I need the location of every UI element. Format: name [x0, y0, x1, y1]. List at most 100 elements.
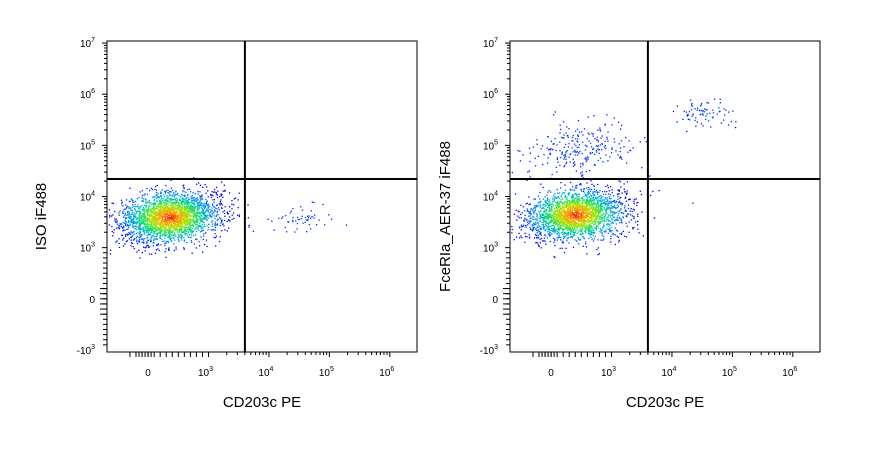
- event-dot: [315, 224, 318, 226]
- event-dot: [552, 230, 554, 232]
- event-dot: [214, 223, 217, 225]
- event-dot: [190, 240, 192, 242]
- event-dot: [524, 217, 526, 219]
- event-dot: [142, 238, 144, 240]
- event-dot: [161, 225, 163, 227]
- event-dot: [207, 190, 209, 192]
- event-dot: [192, 220, 194, 222]
- event-dot: [178, 224, 181, 226]
- event-dot: [174, 197, 176, 199]
- event-dot: [560, 226, 562, 229]
- event-dot: [165, 225, 167, 227]
- event-dot: [176, 211, 178, 213]
- event-dot: [558, 211, 560, 213]
- event-dot: [115, 241, 117, 243]
- event-dot: [180, 213, 182, 215]
- event-dot: [207, 207, 209, 209]
- event-dot: [590, 216, 592, 218]
- event-dot: [609, 207, 612, 209]
- event-dot: [165, 211, 167, 214]
- event-dot: [130, 239, 132, 241]
- event-dot: [169, 226, 172, 228]
- event-dot: [589, 219, 592, 221]
- event-dot: [172, 224, 174, 226]
- event-dot: [167, 219, 169, 221]
- event-dot: [132, 246, 134, 248]
- event-dot: [540, 210, 542, 212]
- event-dot: [146, 223, 148, 225]
- event-dot: [633, 216, 635, 218]
- event-dot: [571, 223, 573, 225]
- event-dot: [193, 225, 195, 227]
- event-dot: [552, 213, 554, 215]
- event-dot: [180, 230, 183, 232]
- event-dot: [547, 224, 549, 226]
- event-dot: [210, 210, 212, 213]
- event-dot: [177, 221, 179, 223]
- event-dot: [204, 211, 206, 213]
- event-dot: [155, 207, 157, 209]
- event-dot: [597, 213, 600, 215]
- event-dot: [318, 219, 320, 221]
- event-dot: [580, 205, 583, 208]
- event-dot: [571, 189, 573, 191]
- event-dot: [139, 233, 141, 235]
- event-dot: [166, 220, 168, 222]
- event-dot: [169, 208, 171, 210]
- event-dot: [211, 207, 213, 209]
- event-dot: [166, 205, 168, 208]
- event-dot: [566, 217, 568, 219]
- event-dot: [160, 220, 162, 222]
- event-dot: [567, 222, 569, 225]
- event-dot: [577, 222, 579, 225]
- event-dot: [203, 203, 205, 205]
- event-dot: [140, 228, 142, 231]
- event-dot: [148, 233, 150, 235]
- event-dot: [541, 213, 544, 215]
- event-dot: [628, 231, 630, 233]
- event-dot: [589, 232, 592, 234]
- event-dot: [178, 235, 180, 237]
- event-dot: [159, 236, 161, 238]
- event-dot: [555, 197, 557, 199]
- event-dot: [206, 204, 208, 206]
- event-dot: [128, 238, 130, 240]
- event-dot: [167, 240, 169, 242]
- event-dot: [185, 228, 187, 230]
- event-dot: [529, 221, 531, 224]
- event-dot: [561, 208, 563, 210]
- event-dot: [177, 236, 179, 238]
- event-dot: [589, 230, 591, 232]
- event-dot: [156, 233, 159, 235]
- event-dot: [108, 224, 110, 226]
- event-dot: [618, 193, 620, 195]
- event-dot: [564, 207, 566, 209]
- event-dot: [610, 202, 612, 205]
- event-dot: [184, 234, 186, 236]
- event-dot: [190, 210, 192, 212]
- event-dot: [189, 211, 191, 213]
- event-dot: [153, 228, 155, 230]
- event-dot: [204, 224, 206, 226]
- event-dot: [605, 209, 608, 212]
- event-dot: [127, 228, 129, 230]
- event-dot: [164, 218, 166, 221]
- event-dot: [199, 219, 201, 221]
- event-dot: [192, 216, 194, 218]
- event-dot: [147, 201, 149, 203]
- event-dot: [616, 216, 618, 218]
- event-dot: [597, 212, 600, 214]
- event-dot: [164, 216, 166, 218]
- event-dot: [169, 212, 171, 214]
- event-dot: [155, 203, 157, 205]
- event-dot: [157, 215, 159, 217]
- event-dot: [143, 241, 145, 243]
- event-dot: [607, 232, 609, 234]
- event-dot: [605, 198, 607, 200]
- event-dot: [530, 214, 532, 216]
- event-dot: [183, 211, 185, 213]
- event-dot: [557, 229, 560, 231]
- event-dot: [187, 198, 190, 200]
- event-dot: [173, 208, 175, 210]
- event-dot: [163, 202, 166, 204]
